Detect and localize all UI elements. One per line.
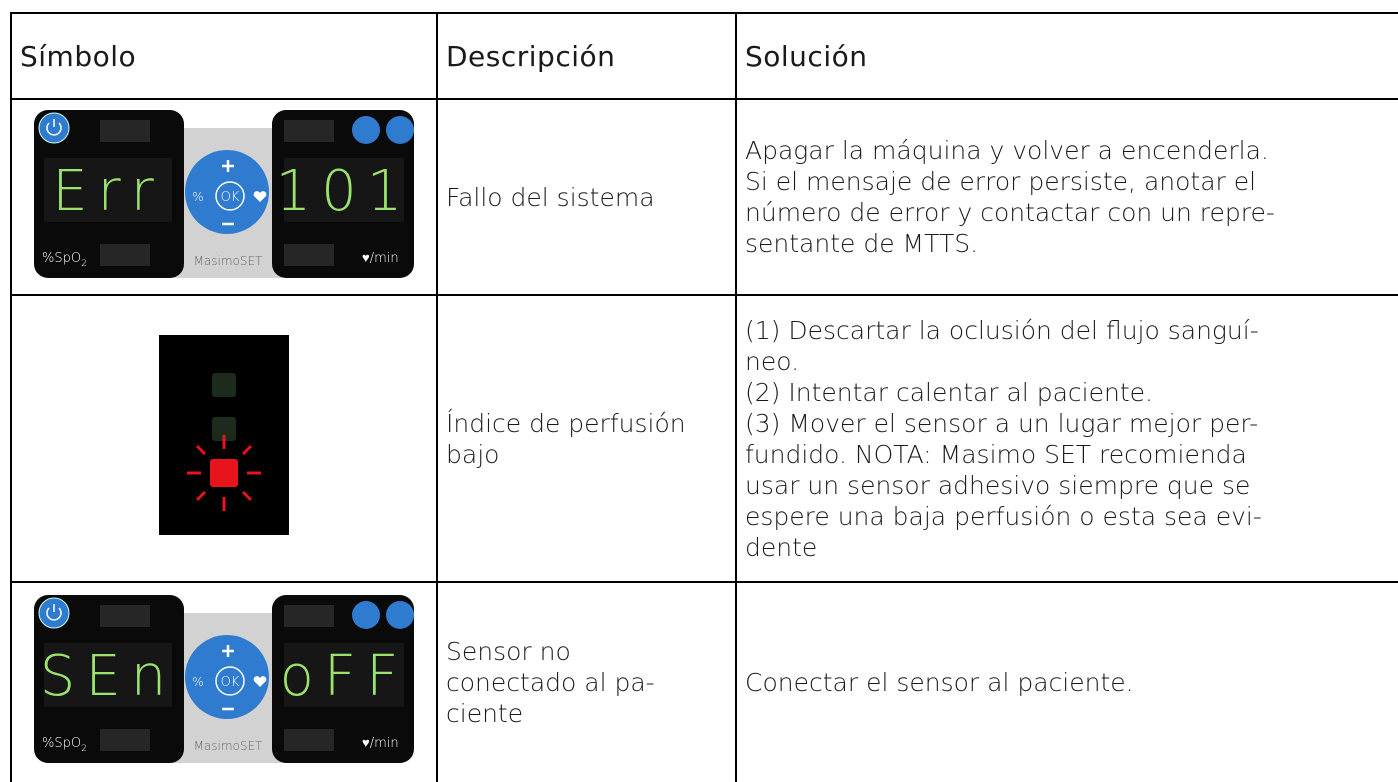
solution-cell: Apagar la máquina y volver a encenderla.…	[735, 98, 1398, 296]
led-on	[210, 459, 238, 487]
solution-line: usar un sensor adhesivo siempre que se	[745, 470, 1251, 500]
solution-line: (1) Descartar la oclusión del flujo sang…	[745, 315, 1259, 345]
power-icon	[46, 118, 62, 136]
small-display	[100, 605, 150, 627]
solution-cell: Conectar el sensor al paciente.	[735, 581, 1398, 782]
device-panel: SEn oFF %SpO2 ♥/min OK% MasimoSET	[34, 595, 414, 763]
mute-icon	[352, 601, 380, 629]
solution-line: (2) Intentar calentar al paciente.	[745, 377, 1153, 407]
brand-label: MasimoSET	[194, 254, 264, 268]
small-display	[284, 605, 334, 627]
led-ray	[195, 444, 207, 456]
brand-label: MasimoSET	[194, 739, 264, 753]
power-icon	[46, 604, 62, 621]
ok-label: OK	[221, 190, 240, 205]
spo2-label: %SpO2	[42, 736, 87, 754]
device-panel: Err 101 %SpO2 ♥/min OK% MasimoSET	[34, 109, 414, 278]
solution-line: Apagar la máquina y volver a encenderla.	[745, 136, 1269, 165]
description-line: conectado al pa-	[446, 668, 655, 697]
description-cell: Fallo del sistema	[436, 98, 737, 296]
ok-label: OK	[221, 675, 240, 690]
small-display	[100, 243, 150, 266]
rate-label: ♥/min	[362, 736, 399, 751]
description-line: ciente	[446, 699, 524, 728]
troubleshooting-table: Símbolo Descripción Solución Err 101 %SpO2…	[10, 12, 1398, 782]
percent-label: %	[192, 675, 203, 689]
main-display	[44, 157, 172, 222]
spo2-subscript: 2	[81, 744, 87, 754]
solution-line: neo.	[745, 346, 800, 376]
small-display	[100, 729, 150, 751]
ok-button	[215, 180, 245, 211]
description-line: Índice de perfusión	[446, 408, 686, 438]
right-display: 101	[276, 159, 413, 224]
nav-button	[185, 635, 269, 719]
rate-label: ♥/min	[362, 251, 399, 266]
main-display	[44, 643, 172, 707]
symbol-cell	[10, 294, 438, 583]
main-display	[284, 643, 404, 707]
mute-icon	[352, 115, 380, 144]
perfusion-indicator	[159, 335, 289, 535]
solution-line: sentante de MTTS.	[745, 229, 979, 258]
small-display	[284, 243, 334, 266]
description-line: Fallo del sistema	[446, 182, 655, 212]
table-row: SEn oFF %SpO2 ♥/min OK% MasimoSET Sensor no con…	[10, 581, 1398, 782]
solution-cell: (1) Descartar la oclusión del flujo sang…	[735, 294, 1398, 583]
power-button	[38, 112, 70, 143]
heart-icon	[253, 676, 267, 687]
percent-label: %	[192, 190, 203, 204]
led-ray	[195, 490, 207, 502]
power-button	[38, 597, 70, 629]
led-ray	[241, 444, 253, 456]
spo2-subscript: 2	[81, 259, 87, 269]
solution-line: (3) Mover el sensor a un lugar mejor per…	[745, 408, 1259, 438]
small-display	[284, 729, 334, 751]
left-display: SEn	[40, 644, 176, 709]
solution-line: dente	[745, 532, 818, 562]
solution-line: Conectar el sensor al paciente.	[745, 668, 1134, 697]
small-display	[284, 119, 334, 142]
heart-icon	[253, 190, 267, 202]
header-cell: Símbolo	[10, 12, 438, 100]
small-display	[100, 119, 150, 142]
left-display: Err	[52, 159, 163, 224]
nav-button	[185, 149, 269, 234]
led-off	[212, 373, 236, 397]
solution-line: espere una baja perfusión o esta sea evi…	[745, 501, 1262, 531]
table-body: Err 101 %SpO2 ♥/min OK% MasimoSET Fallo del si…	[10, 98, 1398, 782]
ok-button	[215, 666, 245, 696]
led-off	[212, 417, 236, 441]
table-row: Err 101 %SpO2 ♥/min OK% MasimoSET Fallo del si…	[10, 98, 1398, 296]
description-cell: Sensor no conectado al pa-ciente	[436, 581, 737, 782]
solution-line: fundido. NOTA: Masimo SET recomienda	[745, 439, 1247, 469]
main-display	[284, 157, 404, 222]
alarm-icon	[386, 115, 414, 144]
right-display: oFF	[280, 644, 409, 709]
solution-line: número de error y contactar con un repre…	[745, 198, 1275, 227]
alarm-icon	[386, 601, 414, 629]
symbol-cell: SEn oFF %SpO2 ♥/min OK% MasimoSET	[10, 581, 438, 782]
solution-line: Si el mensaje de error persiste, anotar …	[745, 167, 1257, 196]
description-line: Sensor no	[446, 637, 571, 666]
symbol-cell: Err 101 %SpO2 ♥/min OK% MasimoSET	[10, 98, 438, 296]
description-line: bajo	[446, 439, 500, 469]
header-cell: Solución	[735, 12, 1398, 100]
table-row: Índice de perfusión bajo (1) Descartar la …	[10, 294, 1398, 583]
header-row: Símbolo Descripción Solución	[10, 12, 1398, 100]
led-ray	[241, 490, 253, 502]
header-cell: Descripción	[436, 12, 737, 100]
description-cell: Índice de perfusión bajo	[436, 294, 737, 583]
spo2-label: %SpO2	[42, 251, 87, 269]
